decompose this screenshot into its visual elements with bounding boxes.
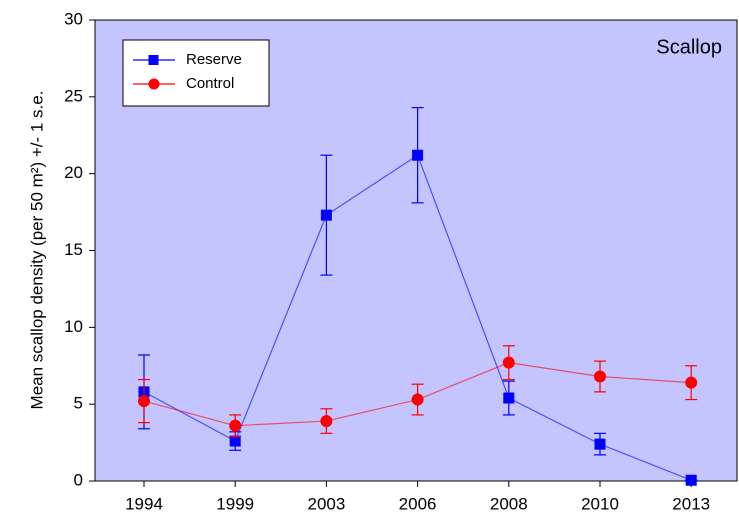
x-tick-label: 1999 (216, 494, 254, 513)
point (138, 395, 150, 408)
y-tick-label: 10 (64, 317, 83, 336)
y-axis-label: Mean scallop density (per 50 m²) +/- 1 s… (27, 91, 46, 410)
annotation: Scallop (656, 36, 722, 58)
legend-label: Control (186, 75, 234, 92)
point (229, 419, 242, 432)
point (685, 474, 697, 486)
legend-box (122, 39, 270, 107)
point (411, 393, 424, 406)
point (229, 435, 241, 447)
x-tick-label: 1994 (125, 494, 163, 513)
legend-label: Reserve (186, 51, 242, 68)
y-tick-label: 5 (74, 394, 83, 413)
point (594, 370, 606, 383)
x-tick-label: 2010 (581, 494, 619, 513)
legend-marker (148, 78, 160, 90)
legend-marker (148, 55, 159, 65)
y-tick-label: 0 (74, 470, 83, 489)
y-tick-label: 15 (64, 240, 83, 259)
y-tick-label: 30 (64, 9, 83, 28)
x-tick-label: 2013 (672, 494, 710, 513)
point (412, 149, 424, 161)
y-tick-label: 20 (64, 163, 83, 182)
point (320, 415, 333, 428)
x-tick-label: 2003 (307, 494, 345, 513)
point (502, 356, 515, 369)
point (685, 376, 698, 389)
x-tick-label: 2006 (399, 494, 437, 513)
y-tick-label: 25 (64, 86, 83, 105)
point (503, 392, 515, 404)
x-tick-label: 2008 (490, 494, 528, 513)
point (594, 438, 606, 450)
point (320, 209, 332, 221)
